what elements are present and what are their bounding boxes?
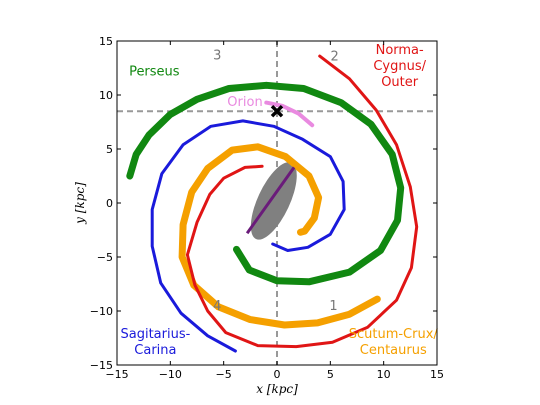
y-tick-label: 0 xyxy=(106,197,113,210)
y-tick-label: −10 xyxy=(90,305,113,318)
x-tick-label: 10 xyxy=(377,368,391,381)
sun-marker xyxy=(270,104,284,118)
x-axis-label: x [kpc] xyxy=(256,382,298,396)
x-tick-label: 5 xyxy=(327,368,334,381)
arm-label-2: Scutum-Crux/Centaurus xyxy=(349,327,439,358)
plot-area: 1 2 3 4 Perseus Sagitarius-Carina Scutum-Crux/… xyxy=(117,41,438,365)
quadrant-label-2: 2 xyxy=(330,50,338,65)
x-tick-label: −15 xyxy=(105,368,128,381)
arm-label-4: Orion xyxy=(227,95,262,110)
arm-line-4 xyxy=(264,100,315,128)
axis-ticks: −15−15 −10 −10 −5 −5 0 0 5 5 10 10 15 15 xyxy=(90,35,444,381)
y-axis-label: y [kpc] xyxy=(73,182,87,225)
x-tick-label: −5 xyxy=(216,368,232,381)
arm-label-3: Norma-Cygnus/Outer xyxy=(373,43,426,90)
arm-line-2 xyxy=(178,143,381,329)
x-tick-label: 0 xyxy=(274,368,281,381)
arm-label-0: Perseus xyxy=(129,65,180,80)
x-tick-label: 15 xyxy=(430,368,444,381)
y-tick-label: 5 xyxy=(106,143,113,156)
arm-line-1 xyxy=(150,119,346,353)
x-tick-label: −10 xyxy=(159,368,182,381)
long-bar-line xyxy=(245,166,296,235)
y-tick-label: −5 xyxy=(97,251,113,264)
quadrant-label-3: 3 xyxy=(213,49,221,64)
quadrant-label-4: 4 xyxy=(213,299,221,314)
arm-line-3 xyxy=(185,54,419,349)
y-tick-label: 15 xyxy=(99,35,113,48)
arm-line-0 xyxy=(126,81,405,286)
quadrant-label-1: 1 xyxy=(329,299,337,314)
y-tick-label: 10 xyxy=(99,89,113,102)
arm-label-1: Sagitarius-Carina xyxy=(120,327,190,358)
y-tick-label: −15 xyxy=(90,359,113,372)
